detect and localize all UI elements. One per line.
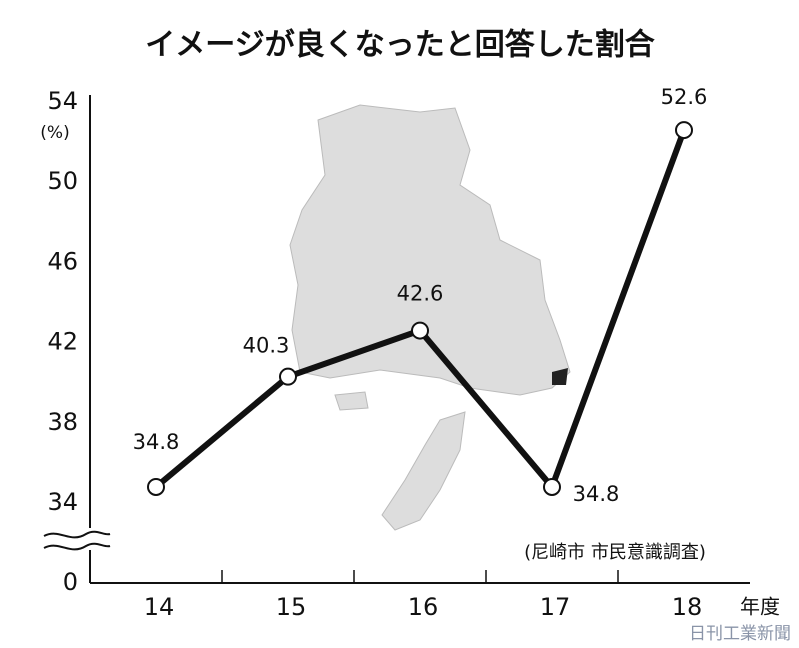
data-point: [411, 321, 429, 340]
y-unit: (%): [40, 123, 69, 143]
chart-title: イメージが良くなったと回答した割合: [145, 28, 654, 63]
value-label: 40.3: [243, 334, 290, 358]
y-tick-label: 42: [47, 328, 78, 356]
axis-break: [43, 530, 111, 539]
y-tick-label: 0: [63, 568, 78, 596]
x-tick-label: 15: [276, 593, 307, 621]
credit: 日刊工業新聞: [689, 624, 791, 644]
source: (尼崎市 市民意識調査): [524, 542, 706, 563]
y-tick-label: 38: [47, 408, 78, 436]
data-point: [279, 367, 297, 386]
x-tick-label: 16: [408, 593, 439, 621]
value-label: 42.6: [397, 282, 444, 306]
map-highlight: [552, 368, 568, 385]
x-tick-label: 18: [672, 593, 703, 621]
y-tick-label: 46: [47, 247, 78, 275]
y-tick-label: 34: [47, 488, 78, 516]
data-point: [543, 477, 561, 496]
data-point: [675, 121, 693, 140]
x-unit: 年度: [740, 595, 780, 619]
value-label: 34.8: [133, 430, 180, 454]
y-tick-label: 50: [47, 167, 78, 195]
map-background: [289, 104, 571, 531]
axis-break: [43, 542, 111, 551]
value-label: 52.6: [661, 85, 708, 109]
value-label: 34.8: [573, 482, 620, 506]
x-tick-label: 14: [144, 593, 175, 621]
data-point: [147, 477, 165, 496]
y-tick-label: 54: [47, 87, 78, 115]
x-tick-label: 17: [540, 593, 571, 621]
